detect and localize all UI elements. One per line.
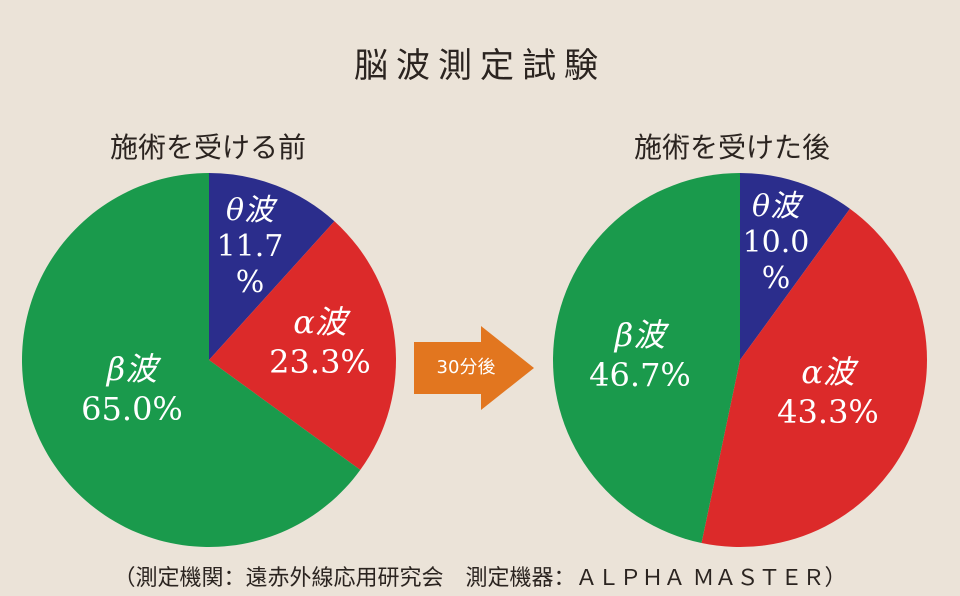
transition-arrow: 30分後 <box>414 326 534 410</box>
slice-label-beta-name: β波 <box>106 350 163 388</box>
pie-title-before: 施術を受ける前 <box>109 131 306 164</box>
slice-label-beta-value: 46.7% <box>589 356 691 394</box>
arrow-label: 30分後 <box>436 357 496 378</box>
slice-label-theta-name: θ波 <box>752 189 804 224</box>
pie-slice-alpha <box>701 208 927 548</box>
slice-label-beta-value: 65.0% <box>81 390 183 428</box>
slice-label-alpha-name: α波 <box>801 353 860 391</box>
pie-slice-theta <box>740 173 850 360</box>
slice-label-theta-unit: % <box>762 261 791 296</box>
pie-slice-beta <box>553 173 740 543</box>
slice-label-theta-value: 11.7 <box>217 229 284 264</box>
slice-label-alpha-value: 23.3% <box>269 343 371 381</box>
pie-slice-theta <box>209 173 335 360</box>
slice-label-alpha-name: α波 <box>293 303 352 341</box>
slice-label-beta-name: β波 <box>614 316 671 354</box>
footer-note: （測定機関：遠赤外線応用研究会 測定機器：ＡＬＰＨＡ ＭＡＳＴＥＲ） <box>113 566 847 591</box>
pie-slice-alpha <box>209 221 396 470</box>
slice-label-theta-unit: % <box>236 265 265 300</box>
arrow-head-icon <box>481 326 534 410</box>
chart-title: 脳波測定試験 <box>354 46 606 86</box>
slice-label-theta-name: θ波 <box>226 193 278 228</box>
slice-label-alpha-value: 43.3% <box>777 393 879 431</box>
pie-title-after: 施術を受けた後 <box>633 131 830 164</box>
slice-label-theta-value: 10.0 <box>743 225 810 260</box>
arrow-body <box>414 342 482 394</box>
pie-slice-beta <box>21 173 361 547</box>
